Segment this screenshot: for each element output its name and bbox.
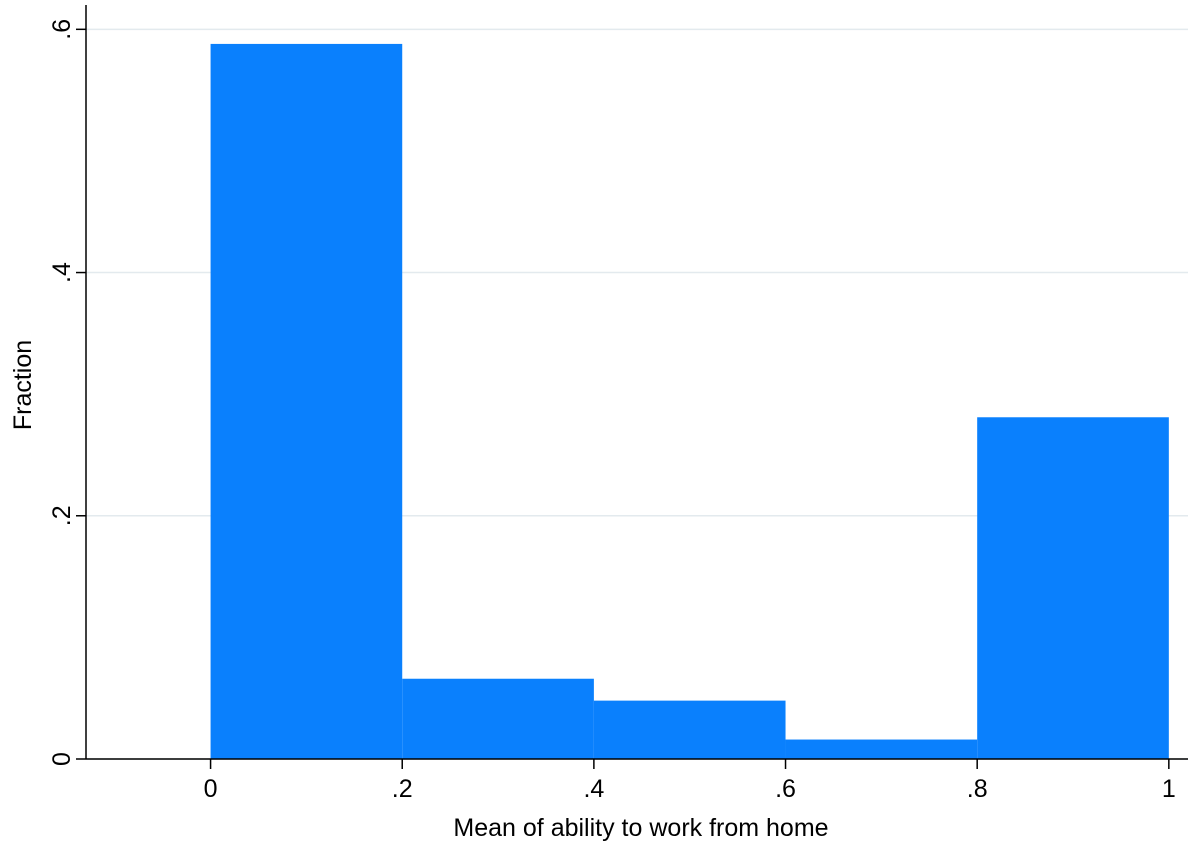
y-tick-label: 0 bbox=[48, 752, 76, 766]
y-tick-label: .2 bbox=[48, 505, 76, 526]
bar bbox=[210, 43, 403, 759]
x-tick-label: 1 bbox=[1162, 775, 1176, 803]
bar bbox=[785, 739, 978, 759]
x-axis-label: Mean of ability to work from home bbox=[453, 814, 828, 842]
bar bbox=[593, 700, 786, 759]
y-axis-label: Fraction bbox=[9, 340, 37, 430]
bar bbox=[402, 678, 594, 759]
x-tick-label: .8 bbox=[967, 775, 988, 803]
bar bbox=[977, 417, 1169, 759]
x-tick-label: 0 bbox=[204, 775, 218, 803]
y-tick-label: .4 bbox=[48, 262, 76, 283]
y-tick-label: .6 bbox=[48, 19, 76, 40]
x-tick-label: .6 bbox=[775, 775, 796, 803]
x-tick-label: .2 bbox=[392, 775, 413, 803]
x-tick-label: .4 bbox=[583, 775, 604, 803]
